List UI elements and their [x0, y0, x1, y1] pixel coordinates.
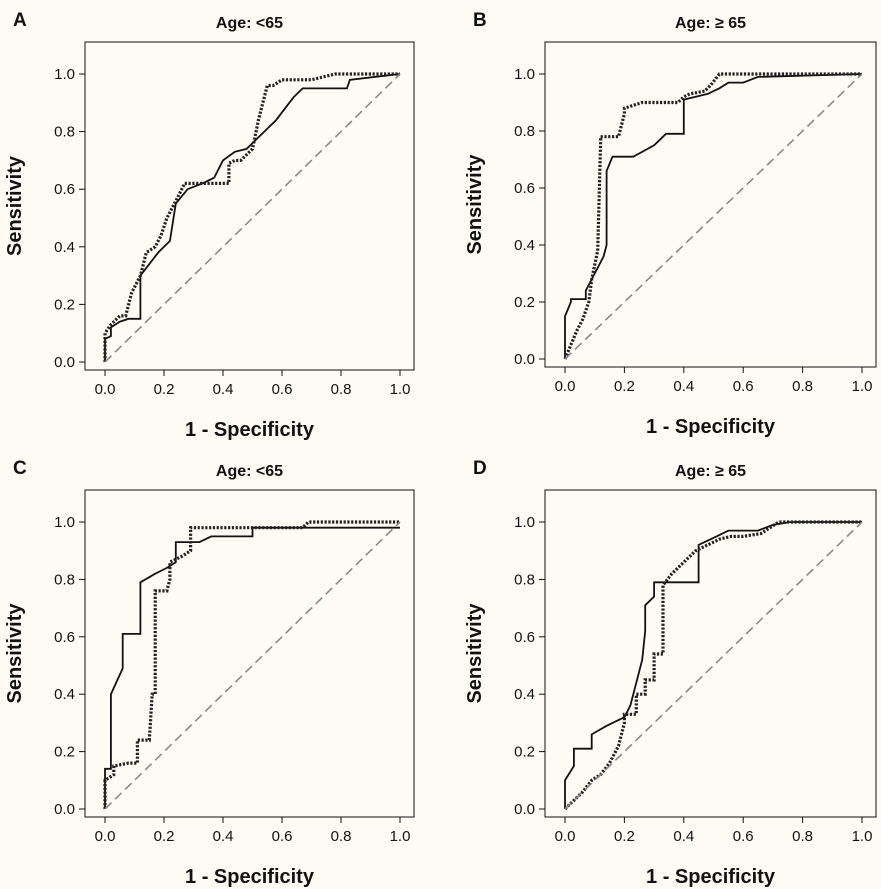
panel-b-xlabel: 1 - Specificity: [646, 416, 776, 438]
panel-c-frame: [84, 489, 415, 818]
panel-b-xtick-label: 1.0: [852, 378, 873, 395]
panel-a-xtick-label: 0.0: [95, 381, 116, 398]
panel-a-ylabel: Sensitivity: [4, 155, 26, 256]
panel-d-solid-curve: [564, 521, 862, 809]
panel-a-title: Age: <65: [216, 15, 283, 32]
panel-c-ytick-label: 0.2: [54, 744, 75, 761]
panel-d-ytick-label: 0.8: [514, 571, 535, 588]
panel-c-dotted-curve: [103, 520, 400, 809]
panel-c-ytick-label: 0.8: [54, 571, 75, 588]
panel-a-ytick-label: 0.8: [54, 124, 75, 141]
panel-a-dotted-curve: [103, 72, 400, 362]
panel-b-ytick-label: 0.2: [514, 294, 535, 311]
panel-c-xlabel: 1 - Specificity: [185, 866, 315, 888]
panel-d-xlabel: 1 - Specificity: [646, 866, 776, 888]
panel-c-title: Age: <65: [216, 463, 283, 480]
panel-a-letter: A: [13, 10, 27, 31]
panel-c-xtick-label: 0.2: [154, 828, 175, 845]
panel-a-xtick-label: 1.0: [390, 381, 411, 398]
panel-a-ytick-label: 0.2: [54, 296, 75, 313]
panel-a-ytick-label: 0.4: [54, 239, 75, 256]
panel-a-dashed-curve: [104, 73, 401, 363]
panel-b-xtick-label: 0.6: [733, 378, 754, 395]
panel-a-xtick-label: 0.2: [154, 381, 175, 398]
panel-d-letter: D: [473, 458, 487, 479]
panel-b-frame: [544, 41, 877, 368]
panel-a-ytick-label: 0.0: [54, 354, 75, 371]
panel-d-xtick-label: 0.8: [792, 828, 813, 845]
panel-d-dashed-curve: [564, 521, 863, 810]
panel-c-xtick-label: 0.4: [213, 828, 234, 845]
panel-c-ytick-label: 1.0: [54, 514, 75, 531]
panel-d-xtick-label: 0.4: [673, 828, 694, 845]
panel-d-frame: [544, 489, 877, 818]
panel-a-xtick-label: 0.4: [213, 381, 234, 398]
panel-d-ytick-label: 0.0: [514, 801, 535, 818]
panel-c-xtick-label: 0.8: [331, 828, 352, 845]
panel-d-dotted-curve: [563, 520, 862, 811]
panel-a-xtick-label: 0.6: [272, 381, 293, 398]
panel-a-ytick-label: 1.0: [54, 66, 75, 83]
panel-b-dotted-curve: [563, 72, 862, 360]
panel-a-solid-curve: [104, 73, 401, 362]
panel-d-xtick-label: 0.0: [555, 828, 576, 845]
panel-c-letter: C: [13, 458, 27, 479]
panel-d-ytick-label: 0.4: [514, 686, 535, 703]
panel-a-frame: [84, 41, 415, 371]
panel-b-title: Age: ≥ 65: [675, 15, 746, 32]
panel-b-ylabel: Sensitivity: [464, 154, 486, 255]
panel-d-title: Age: ≥ 65: [675, 463, 746, 480]
panel-c-solid-curve: [104, 526, 400, 809]
panel-d: D Age: ≥ 65 0.0 0.2 0.4 0.6 0.8 1.0 0.0 0.2 0.4 0.6…: [464, 458, 877, 888]
panel-b-xtick-label: 0.2: [614, 378, 635, 395]
panel-c-xtick-label: 0.0: [95, 828, 116, 845]
panel-b-ytick-label: 0.4: [514, 237, 535, 254]
panel-b-dashed-curve: [564, 73, 863, 360]
panel-c-xtick-label: 0.6: [272, 828, 293, 845]
panel-d-xtick-label: 1.0: [852, 828, 873, 845]
panel-a: A Age: <65 0.0 0.2 0.4 0.6 0.8 1.0 0.0 0.2 0.4 0.6 0…: [4, 10, 415, 441]
panel-b: B Age: ≥ 65 0.0 0.2 0.4 0.6 0.8 1.0 0.0 0.2 0.4 0.6…: [464, 10, 877, 438]
panel-a-xtick-label: 0.8: [331, 381, 352, 398]
panel-b-ytick-label: 0.0: [514, 351, 535, 368]
panel-c-dashed-curve: [104, 521, 401, 810]
panel-c-ytick-label: 0.4: [54, 686, 75, 703]
panel-d-xtick-label: 0.6: [733, 828, 754, 845]
panel-c-ytick-label: 0.6: [54, 629, 75, 646]
panel-d-ytick-label: 0.6: [514, 629, 535, 646]
panel-b-letter: B: [473, 10, 487, 31]
panel-b-ytick-label: 0.6: [514, 180, 535, 197]
panel-b-solid-curve: [564, 73, 863, 359]
panel-a-ytick-label: 0.6: [54, 181, 75, 198]
panel-d-ytick-label: 0.2: [514, 744, 535, 761]
panel-b-ytick-label: 1.0: [514, 66, 535, 83]
panel-b-ytick-label: 0.8: [514, 123, 535, 140]
panel-b-xtick-label: 0.8: [792, 378, 813, 395]
panel-c: C Age: <65 0.0 0.2 0.4 0.6 0.8 1.0 0.0 0.2 0.4 0.6 0…: [4, 458, 415, 888]
panel-d-xtick-label: 0.2: [614, 828, 635, 845]
panel-d-ylabel: Sensitivity: [464, 603, 486, 704]
panel-d-ytick-label: 1.0: [514, 514, 535, 531]
panel-c-ylabel: Sensitivity: [4, 603, 26, 704]
panel-b-xtick-label: 0.0: [555, 378, 576, 395]
panel-c-ytick-label: 0.0: [54, 801, 75, 818]
panel-a-xlabel: 1 - Specificity: [185, 419, 315, 441]
panel-b-xtick-label: 0.4: [673, 378, 694, 395]
panel-c-xtick-label: 1.0: [390, 828, 411, 845]
